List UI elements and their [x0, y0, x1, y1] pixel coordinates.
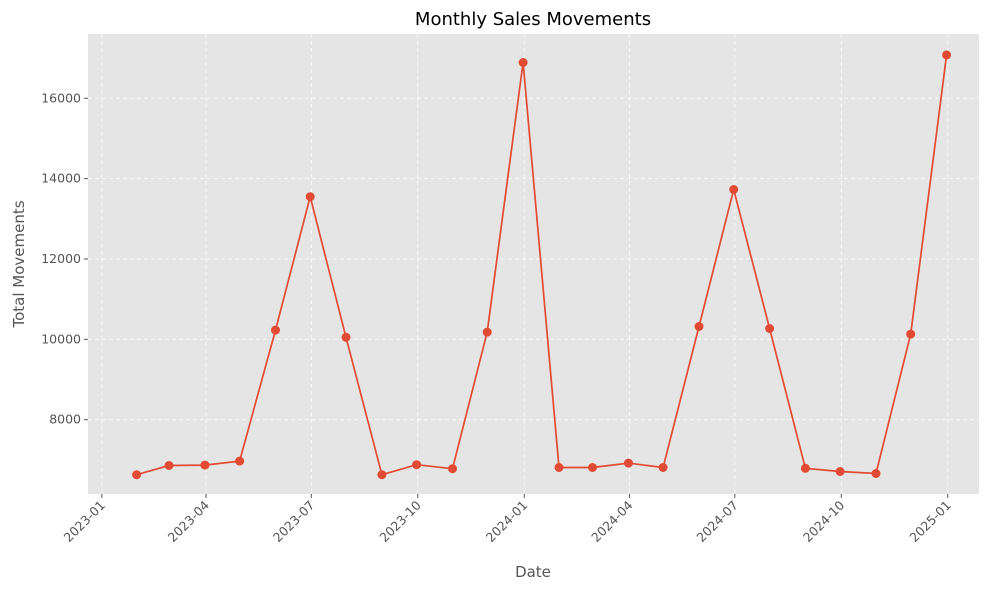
data-point: [800, 463, 810, 473]
data-point: [377, 470, 387, 480]
plot-background: [88, 34, 979, 494]
data-point: [235, 456, 245, 466]
x-axis-label: Date: [515, 563, 551, 581]
data-point: [942, 50, 952, 60]
y-tick-label: 16000: [41, 90, 81, 105]
y-tick-label: 12000: [41, 251, 81, 266]
data-point: [518, 58, 528, 67]
x-tick-label: 2024-01: [483, 498, 531, 546]
x-tick-label: 2023-04: [165, 497, 213, 545]
x-tick-label: 2023-10: [376, 497, 424, 545]
x-tick-label: 2025-01: [906, 498, 954, 546]
x-tick-label: 2024-07: [693, 498, 741, 546]
x-tick-label: 2023-01: [60, 498, 108, 546]
data-point: [588, 463, 597, 472]
x-tick-label: 2024-04: [588, 497, 636, 545]
data-point: [305, 192, 315, 202]
data-point: [835, 467, 845, 476]
y-tick-label: 8000: [49, 412, 81, 427]
data-point: [694, 322, 704, 331]
data-point: [765, 324, 775, 333]
y-tick-label: 14000: [41, 171, 81, 186]
y-tick-label: 10000: [41, 331, 81, 346]
data-point: [871, 469, 881, 478]
data-point: [164, 461, 174, 470]
chart-title: Monthly Sales Movements: [415, 9, 651, 30]
data-point: [200, 460, 210, 470]
data-point: [906, 329, 916, 339]
data-point: [271, 325, 280, 335]
data-point: [132, 470, 142, 480]
series-layer: [132, 50, 952, 480]
data-point: [554, 463, 564, 472]
grid: [88, 34, 979, 494]
x-tick-label: 2024-10: [800, 497, 848, 545]
data-point: [623, 458, 633, 468]
x-tick-label: 2023-07: [270, 498, 318, 546]
data-point: [341, 332, 351, 342]
y-axis-label: Total Movements: [10, 200, 28, 328]
data-point: [448, 464, 457, 474]
data-point: [482, 327, 492, 337]
data-point: [729, 185, 739, 194]
series-line: [136, 54, 948, 476]
data-point: [658, 463, 668, 472]
data-point: [412, 460, 422, 470]
